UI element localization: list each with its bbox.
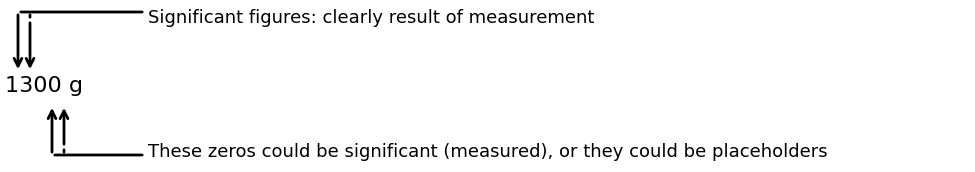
Text: 1300 g: 1300 g <box>5 76 83 96</box>
Text: These zeros could be significant (measured), or they could be placeholders: These zeros could be significant (measur… <box>148 143 828 161</box>
Text: Significant figures: clearly result of measurement: Significant figures: clearly result of m… <box>148 9 595 27</box>
